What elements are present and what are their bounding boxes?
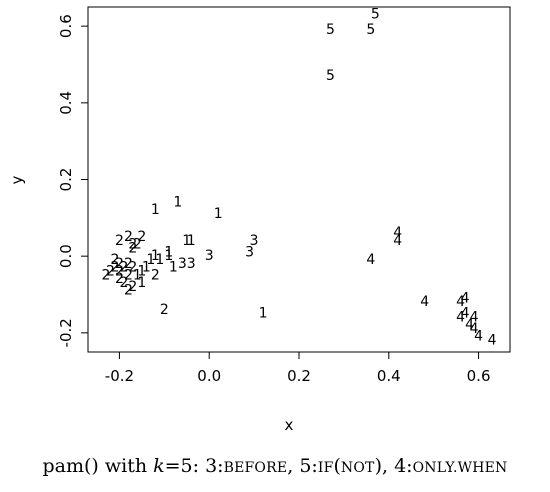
data-point-cluster-1: 1 (155, 252, 164, 268)
data-point-cluster-1: 1 (151, 248, 160, 264)
data-point-cluster-2: 2 (115, 271, 124, 287)
data-point-cluster-2: 2 (124, 267, 133, 283)
data-point-cluster-2: 2 (137, 229, 146, 245)
data-point-cluster-1: 1 (187, 233, 196, 249)
data-point-cluster-2: 2 (110, 252, 119, 268)
data-point-cluster-1: 1 (182, 233, 191, 249)
data-point-cluster-2: 2 (115, 264, 124, 280)
y-tick-label: 0.0 (57, 244, 75, 268)
data-point-cluster-1: 1 (164, 244, 173, 260)
caption-k-symbol: k (153, 455, 165, 477)
data-point-cluster-2: 2 (106, 264, 115, 280)
data-point-cluster-2: 2 (119, 260, 128, 276)
data-point-cluster-2: 2 (133, 237, 142, 253)
data-point-cluster-2: 2 (151, 267, 160, 283)
data-point-cluster-4: 4 (456, 310, 465, 326)
data-point-cluster-2: 2 (115, 233, 124, 249)
x-tick-label: 0.6 (467, 367, 491, 385)
data-point-cluster-3: 3 (178, 256, 187, 272)
scatter-chart: -0.2 0.0 0.2 0.4 0.6 -0.20.00.20.40.6 555544… (8, 6, 511, 434)
data-point-cluster-4: 4 (456, 294, 465, 310)
data-point-cluster-1: 1 (169, 260, 178, 276)
data-point-cluster-1: 1 (164, 248, 173, 264)
data-point-cluster-4: 4 (393, 225, 402, 241)
data-point-cluster-4: 4 (488, 333, 497, 349)
y-tick-label: 0.4 (57, 91, 75, 115)
data-point-cluster-2: 2 (115, 256, 124, 272)
data-point-cluster-2: 2 (124, 256, 133, 272)
y-axis-title: y (8, 175, 26, 184)
x-axis-title: x (285, 416, 294, 434)
data-point-cluster-2: 2 (119, 275, 128, 291)
data-point-cluster-4: 4 (474, 329, 483, 345)
data-point-cluster-4: 4 (470, 310, 479, 326)
caption-label-5a: IF (317, 460, 334, 476)
caption-label-5b: NOT (340, 460, 375, 476)
data-point-cluster-4: 4 (470, 321, 479, 337)
data-point-cluster-1: 1 (151, 202, 160, 218)
data-point-cluster-2: 2 (128, 237, 137, 253)
x-tick-label: 0.0 (197, 367, 221, 385)
y-tick-label: 0.2 (57, 168, 75, 192)
data-point-cluster-4: 4 (461, 290, 470, 306)
figure-caption: pam() with k=5: 3:BEFORE, 5:IF(NOT), 4:O… (0, 455, 550, 477)
data-point-cluster-4: 4 (420, 294, 429, 310)
caption-paren-close: ) (374, 455, 383, 477)
data-point-cluster-5: 5 (326, 22, 335, 38)
data-point-cluster-5: 5 (326, 68, 335, 84)
data-point-cluster-1: 1 (137, 275, 146, 291)
y-axis: -0.2 0.0 0.2 0.4 0.6 (57, 14, 88, 347)
caption-prefix: pam() with (42, 455, 154, 477)
y-tick-label: 0.6 (57, 14, 75, 38)
caption-label-3: BEFORE (223, 460, 288, 476)
x-axis: -0.2 0.0 0.2 0.4 0.6 (105, 352, 491, 385)
data-point-cluster-3: 3 (250, 233, 259, 249)
data-point-cluster-3: 3 (245, 244, 254, 260)
data-point-cluster-3: 3 (187, 256, 196, 272)
data-point-cluster-1: 1 (146, 252, 155, 268)
data-point-cluster-1: 1 (142, 260, 151, 276)
caption-sep-1: , 5: (287, 455, 318, 477)
caption-paren-open: ( (333, 455, 341, 477)
data-point-cluster-2: 2 (128, 260, 137, 276)
caption-sep-2: , 4: (382, 455, 413, 477)
data-point-cluster-2: 2 (124, 229, 133, 245)
data-point-cluster-1: 1 (133, 267, 142, 283)
data-point-cluster-1: 1 (259, 306, 268, 322)
data-point-cluster-4: 4 (393, 233, 402, 249)
y-tick-label: -0.2 (57, 318, 75, 347)
data-point-cluster-3: 3 (205, 248, 214, 264)
data-point-cluster-2: 2 (128, 241, 137, 257)
data-point-cluster-5: 5 (371, 7, 380, 23)
data-point-cluster-2: 2 (124, 283, 133, 299)
x-tick-label: 0.4 (377, 367, 401, 385)
data-point-cluster-1: 1 (137, 264, 146, 280)
data-point-cluster-2: 2 (101, 267, 110, 283)
x-tick-label: 0.2 (287, 367, 311, 385)
data-point-cluster-4: 4 (461, 306, 470, 322)
caption-label-4: ONLY.WHEN (412, 460, 508, 476)
data-point-cluster-2: 2 (128, 279, 137, 295)
data-point-cluster-4: 4 (366, 252, 375, 268)
data-point-cluster-2: 2 (160, 302, 169, 318)
data-point-cluster-4: 4 (465, 317, 474, 333)
data-point-cluster-1: 1 (173, 195, 182, 211)
plot-area-frame (87, 6, 511, 353)
data-point-cluster-5: 5 (366, 22, 375, 38)
x-tick-label: -0.2 (105, 367, 134, 385)
data-point-cluster-2: 2 (110, 260, 119, 276)
data-point-cluster-1: 1 (214, 206, 223, 222)
caption-k-value: =5: 3: (164, 455, 224, 477)
